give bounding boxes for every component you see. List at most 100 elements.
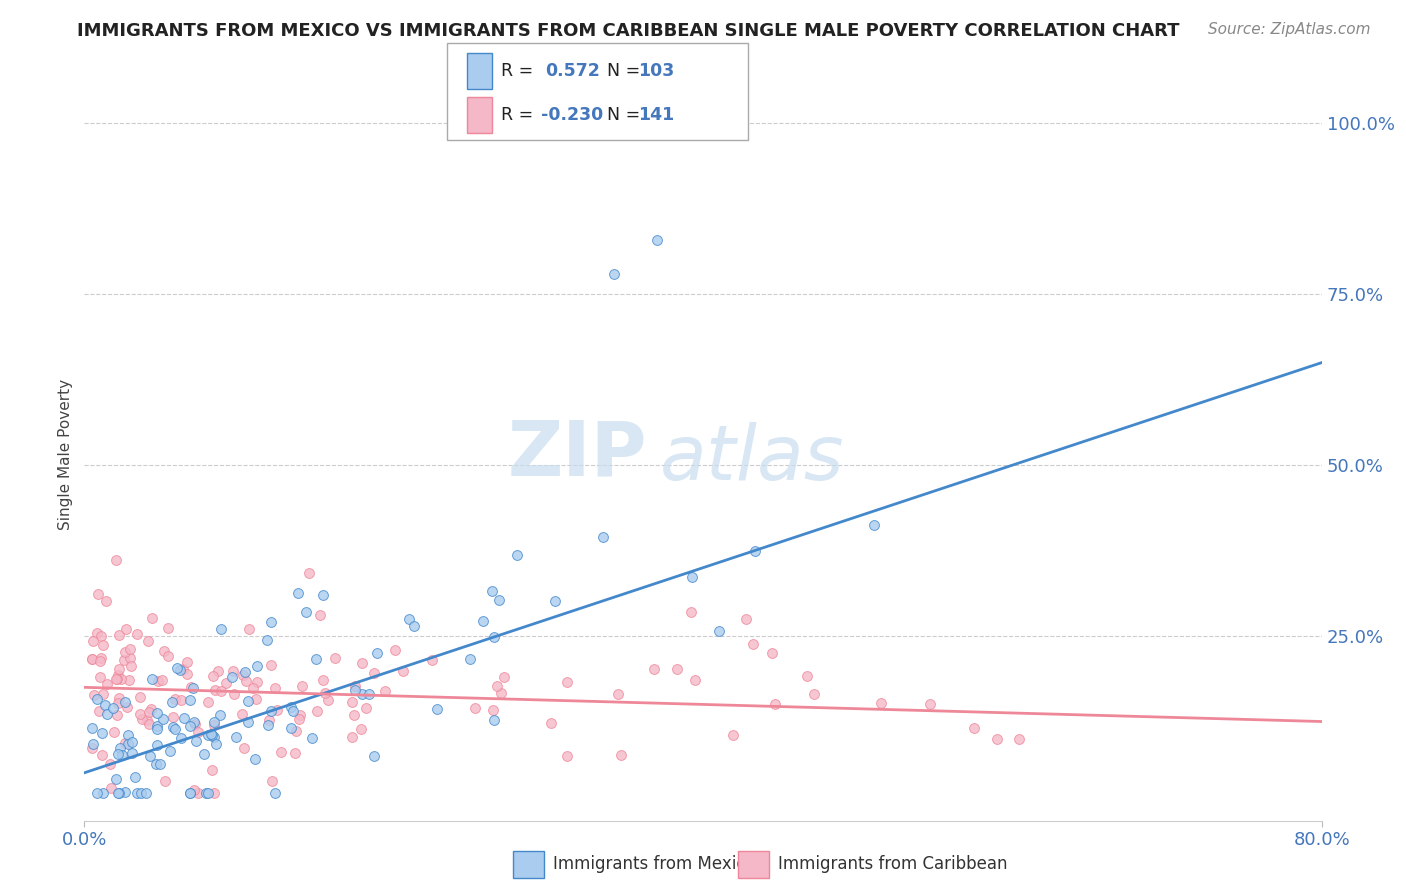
Point [352,687,374,701]
Point [114,645,136,659]
Point [157,621,180,635]
Point [544,594,567,608]
Point [245,692,267,706]
Point [343,708,366,723]
Point [153,773,176,788]
Point [305,705,328,719]
Point [238,694,260,708]
Point [94,594,117,608]
Point [420,653,443,667]
Point [127,627,149,641]
Point [209,623,232,637]
Point [86,786,108,800]
Point [145,723,167,737]
Point [202,718,225,732]
Point [184,734,207,748]
Point [157,649,180,664]
Point [803,687,825,701]
Point [744,544,766,558]
Point [91,726,114,740]
Point [354,701,377,715]
Point [197,695,219,709]
Point [138,717,160,731]
Point [118,651,141,665]
Point [666,662,689,676]
Point [197,786,219,800]
Point [761,646,783,660]
Point [173,711,195,725]
Point [221,670,243,684]
Point [246,674,269,689]
Point [323,651,346,665]
Point [96,677,118,691]
Point [506,548,529,562]
Point [112,653,135,667]
Point [160,695,183,709]
Point [233,740,256,755]
Point [238,623,260,637]
Point [128,690,150,705]
Point [180,680,202,694]
Point [920,697,942,711]
Text: 0.572: 0.572 [546,62,600,79]
Point [555,748,578,763]
Point [963,722,986,736]
Point [363,666,385,681]
Y-axis label: Single Male Poverty: Single Male Poverty [58,379,73,531]
Point [89,655,111,669]
Point [114,737,136,751]
Text: Immigrants from Mexico: Immigrants from Mexico [553,855,755,873]
Point [124,770,146,784]
Point [138,706,160,720]
Point [187,724,209,739]
Point [280,699,302,714]
Point [482,631,505,645]
Point [107,786,129,800]
Point [146,674,169,689]
Text: Source: ZipAtlas.com: Source: ZipAtlas.com [1208,22,1371,37]
Point [763,697,786,711]
Point [82,634,104,648]
Point [149,757,172,772]
Point [105,553,128,567]
Point [870,696,893,710]
Point [136,633,159,648]
Point [179,719,201,733]
Point [260,774,283,789]
Point [603,267,626,281]
Text: -0.230: -0.230 [541,106,603,124]
Point [350,722,373,736]
Point [211,684,233,698]
Point [270,745,292,759]
Text: atlas: atlas [659,422,844,496]
Point [201,669,224,683]
Point [301,731,323,745]
Point [105,673,128,687]
Text: R =: R = [501,62,550,79]
Point [366,646,388,660]
Point [357,687,380,701]
Point [540,715,562,730]
Point [120,659,142,673]
Point [492,670,515,684]
Point [555,675,578,690]
Point [108,662,131,676]
Point [298,566,321,581]
Point [115,623,138,637]
Point [256,632,278,647]
Point [259,713,281,727]
Point [107,786,129,800]
Point [340,731,363,745]
Point [645,233,668,247]
Point [280,721,302,735]
Point [89,670,111,684]
Point [246,659,269,673]
Point [179,786,201,800]
Point [862,518,884,533]
Point [118,673,141,688]
Text: ZIP: ZIP [508,418,647,491]
Point [287,712,309,726]
Point [139,749,162,764]
Point [231,707,253,722]
Point [291,679,314,693]
